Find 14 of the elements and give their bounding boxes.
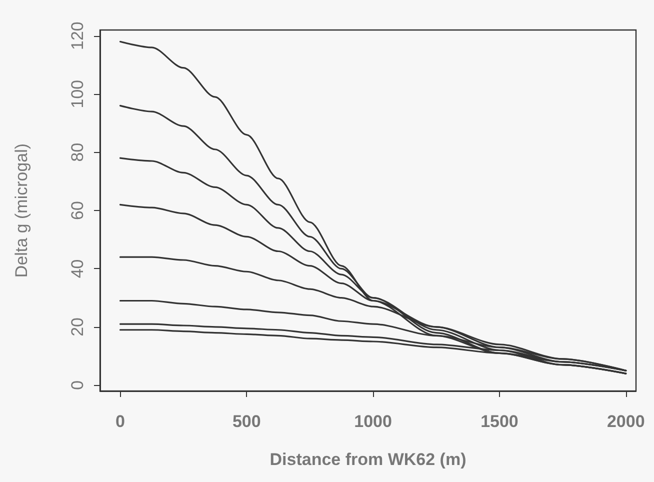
x-tick-label: 500: [232, 412, 261, 431]
y-tick-label: 100: [68, 80, 87, 108]
y-axis-title: Delta g (microgal): [12, 143, 31, 278]
y-tick-label: 40: [68, 259, 87, 278]
y-tick-label: 0: [68, 380, 87, 390]
y-tick-label: 80: [68, 142, 87, 162]
x-axis-title: Distance from WK62 (m): [270, 450, 466, 469]
y-tick-label: 20: [68, 317, 87, 336]
y-tick-label: 120: [68, 22, 87, 50]
x-tick-label: 2000: [606, 412, 645, 431]
y-tick-label: 60: [68, 201, 87, 220]
x-tick-label: 0: [115, 412, 125, 431]
x-tick-label: 1000: [354, 412, 392, 431]
x-tick-label: 1500: [480, 412, 518, 431]
